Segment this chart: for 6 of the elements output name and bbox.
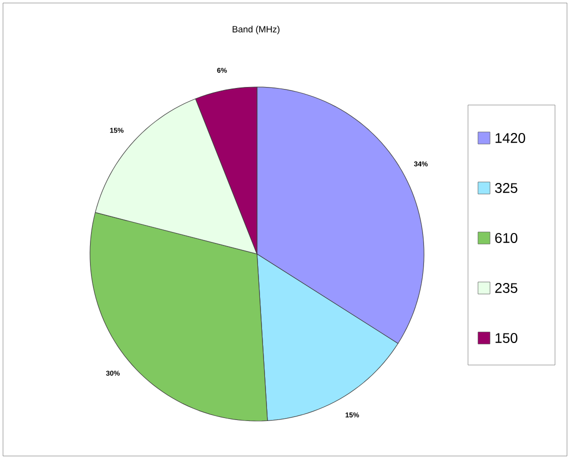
legend-label: 150 xyxy=(496,333,518,343)
legend-label: 1420 xyxy=(496,133,526,143)
chart-title: Band (MHz) xyxy=(232,26,280,34)
legend-label: 610 xyxy=(495,233,518,243)
legend-label: 235 xyxy=(495,283,518,293)
legend-label: 325 xyxy=(495,183,518,193)
